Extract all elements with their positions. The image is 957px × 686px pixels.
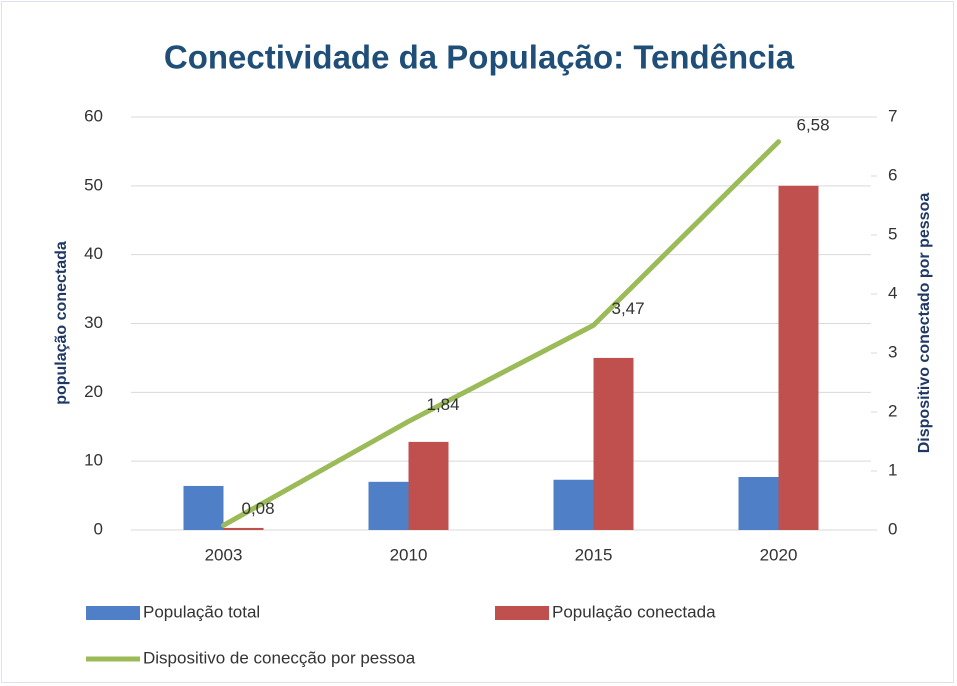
y-tick-label: 60: [84, 106, 103, 125]
x-tick-label: 2020: [760, 545, 798, 564]
y-tick-label: 10: [84, 451, 103, 470]
bar: [778, 185, 819, 531]
legend-label: População total: [143, 602, 260, 621]
y-tick-label: 50: [84, 175, 103, 194]
bar: [593, 357, 634, 530]
bar: [183, 485, 224, 530]
y-tick-label: 30: [84, 313, 103, 332]
y-tick-label: 20: [84, 382, 103, 401]
chart-title: Conectividade da População: Tendência: [164, 39, 795, 76]
y2-tick-label: 6: [888, 165, 897, 184]
legend-swatch: [86, 606, 140, 620]
y2-tick-label: 3: [888, 342, 897, 361]
bar: [368, 481, 409, 530]
bar: [738, 476, 779, 530]
y2-tick-label: 7: [888, 106, 897, 125]
bar: [408, 441, 449, 530]
y2-axis-label: Dispositivo conectado por pessoa: [916, 193, 933, 454]
y2-tick-label: 1: [888, 460, 897, 479]
line: [221, 139, 781, 528]
legend-label: População conectada: [552, 602, 716, 621]
x-tick-label: 2003: [205, 545, 243, 564]
x-tick-label: 2010: [390, 545, 428, 564]
x-tick-label: 2015: [575, 545, 613, 564]
data-label: 3,47: [612, 299, 645, 318]
data-label: 6,58: [797, 115, 830, 134]
legend-label: Dispositivo de conecção por pessoa: [143, 648, 416, 667]
y-tick-label: 40: [84, 244, 103, 263]
y2-tick-label: 4: [888, 283, 897, 302]
y-tick-label: 0: [94, 519, 103, 538]
legend-swatch: [495, 606, 549, 620]
data-label: 1,84: [427, 395, 460, 414]
y2-tick-label: 0: [888, 519, 897, 538]
data-label: 0,08: [242, 499, 275, 518]
y-axis-label: população conectada: [53, 241, 70, 405]
y2-tick-label: 2: [888, 401, 897, 420]
bar: [223, 527, 264, 530]
y2-tick-label: 5: [888, 224, 897, 243]
bar: [553, 479, 594, 530]
